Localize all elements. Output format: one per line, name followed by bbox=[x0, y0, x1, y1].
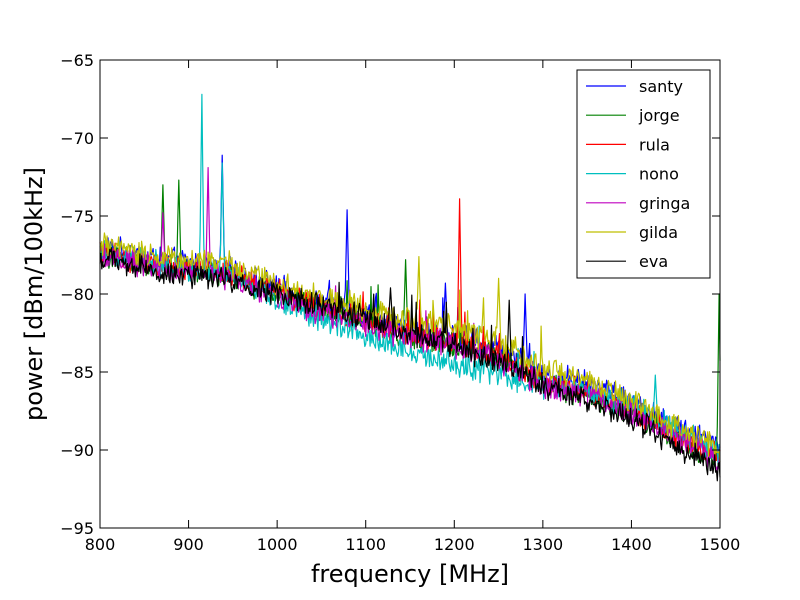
x-tick-label: 1300 bbox=[522, 535, 563, 554]
x-tick-label: 1000 bbox=[257, 535, 298, 554]
x-tick-label: 1200 bbox=[434, 535, 475, 554]
x-tick-label: 800 bbox=[85, 535, 116, 554]
legend-label-santy: santy bbox=[639, 77, 683, 96]
y-tick-label: −80 bbox=[60, 285, 94, 304]
legend-label-nono: nono bbox=[639, 165, 679, 184]
y-tick-label: −70 bbox=[60, 129, 94, 148]
legend-label-gringa: gringa bbox=[639, 194, 690, 213]
y-tick-label: −95 bbox=[60, 519, 94, 538]
legend-label-eva: eva bbox=[639, 252, 668, 271]
y-axis-title: power [dBm/100kHz] bbox=[20, 167, 48, 421]
legend-label-rula: rula bbox=[639, 135, 670, 154]
ticks-layer bbox=[99, 59, 721, 529]
y-tick-label: −90 bbox=[60, 441, 94, 460]
y-tick-label: −65 bbox=[60, 51, 94, 70]
series-line-eva bbox=[99, 247, 721, 482]
x-axis-title: frequency [MHz] bbox=[311, 560, 509, 588]
legend-label-jorge: jorge bbox=[638, 106, 680, 125]
y-tick-label: −85 bbox=[60, 363, 94, 382]
series-line-gilda bbox=[99, 232, 721, 462]
y-tick-label: −75 bbox=[60, 207, 94, 226]
x-tick-label: 1100 bbox=[345, 535, 386, 554]
x-tick-label: 1400 bbox=[611, 535, 652, 554]
tick-labels: 800 900 1000 1100 1200 1300 1400 1500 −95 −90 −85 −… bbox=[60, 51, 740, 554]
series-layer bbox=[99, 93, 721, 482]
x-tick-label: 900 bbox=[173, 535, 204, 554]
legend: santy jorge rula nono gringa gilda eva bbox=[576, 69, 711, 279]
legend-label-gilda: gilda bbox=[639, 223, 678, 242]
x-tick-label: 1500 bbox=[700, 535, 741, 554]
